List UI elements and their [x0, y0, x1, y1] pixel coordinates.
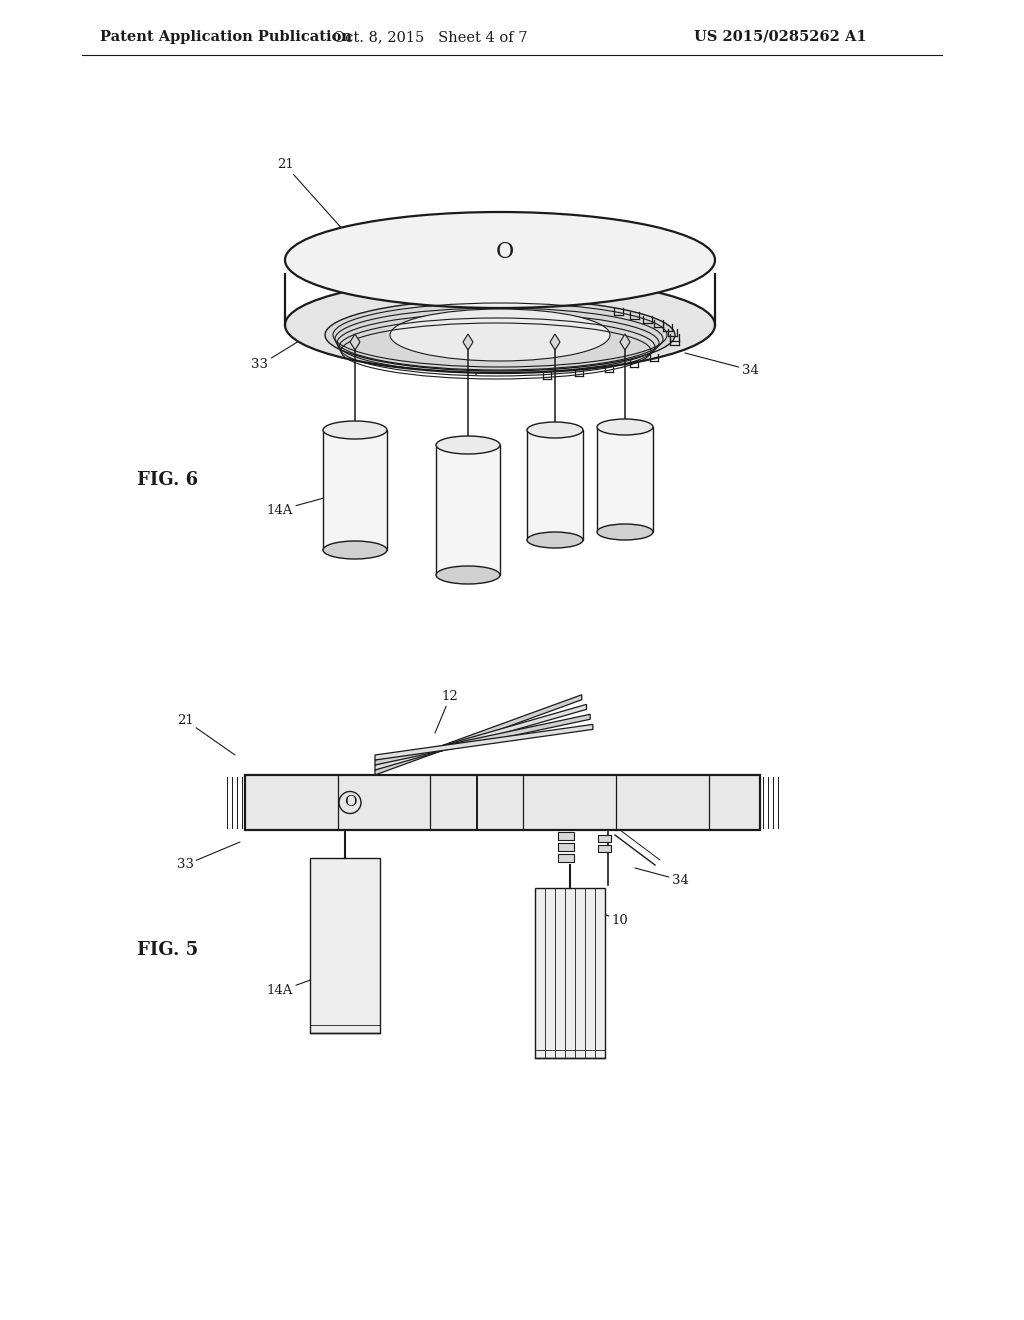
- Text: 34: 34: [685, 352, 759, 376]
- Polygon shape: [375, 705, 587, 770]
- Bar: [527, 430, 583, 540]
- Text: 21: 21: [176, 714, 234, 755]
- Bar: [310, 858, 380, 1034]
- Ellipse shape: [597, 524, 653, 540]
- Bar: [597, 426, 653, 532]
- Polygon shape: [375, 714, 590, 766]
- Ellipse shape: [390, 309, 610, 360]
- Ellipse shape: [527, 532, 583, 548]
- Polygon shape: [620, 334, 630, 350]
- Text: 10: 10: [630, 314, 683, 345]
- Ellipse shape: [325, 300, 675, 371]
- Bar: [598, 845, 611, 851]
- Text: Oct. 8, 2015   Sheet 4 of 7: Oct. 8, 2015 Sheet 4 of 7: [333, 30, 527, 44]
- Ellipse shape: [323, 421, 387, 440]
- Ellipse shape: [597, 418, 653, 436]
- Polygon shape: [375, 694, 582, 775]
- Bar: [535, 888, 605, 1059]
- Text: 21: 21: [276, 158, 345, 232]
- Ellipse shape: [436, 566, 500, 583]
- Ellipse shape: [323, 541, 387, 558]
- Bar: [558, 832, 574, 840]
- Text: 34: 34: [635, 869, 688, 887]
- Bar: [558, 854, 574, 862]
- Text: 12: 12: [468, 343, 484, 375]
- Ellipse shape: [436, 436, 500, 454]
- Bar: [598, 836, 611, 842]
- Text: Patent Application Publication: Patent Application Publication: [100, 30, 352, 44]
- Polygon shape: [463, 334, 473, 350]
- Text: 10: 10: [578, 906, 629, 927]
- Bar: [245, 775, 760, 830]
- Text: FIG. 5: FIG. 5: [137, 941, 199, 960]
- Text: FIG. 6: FIG. 6: [137, 471, 199, 488]
- Polygon shape: [350, 334, 360, 350]
- Bar: [323, 430, 387, 550]
- Text: 14A: 14A: [267, 495, 335, 516]
- Polygon shape: [550, 334, 560, 350]
- Text: 12: 12: [435, 690, 459, 733]
- Text: 33: 33: [252, 330, 317, 371]
- Ellipse shape: [285, 277, 715, 374]
- Text: O: O: [496, 242, 514, 263]
- Ellipse shape: [527, 422, 583, 438]
- Text: 14A: 14A: [267, 973, 330, 998]
- Polygon shape: [375, 725, 593, 760]
- Bar: [436, 445, 500, 576]
- Text: US 2015/0285262 A1: US 2015/0285262 A1: [693, 30, 866, 44]
- Bar: [558, 843, 574, 851]
- Text: 33: 33: [176, 842, 240, 871]
- Ellipse shape: [285, 213, 715, 308]
- Text: O: O: [344, 796, 356, 809]
